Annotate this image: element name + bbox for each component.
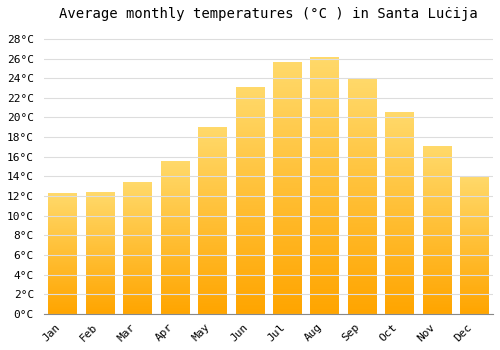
Bar xyxy=(310,57,338,314)
Bar xyxy=(198,127,226,314)
Bar xyxy=(348,78,376,314)
Bar xyxy=(273,62,301,314)
Bar xyxy=(460,176,488,314)
Bar xyxy=(423,147,451,314)
Bar xyxy=(160,162,189,314)
Bar xyxy=(48,193,76,314)
Title: Average monthly temperatures (°C ) in Santa Luċija: Average monthly temperatures (°C ) in Sa… xyxy=(59,7,478,21)
Bar xyxy=(236,88,264,314)
Bar xyxy=(386,113,413,314)
Bar xyxy=(123,182,152,314)
Bar xyxy=(86,192,114,314)
